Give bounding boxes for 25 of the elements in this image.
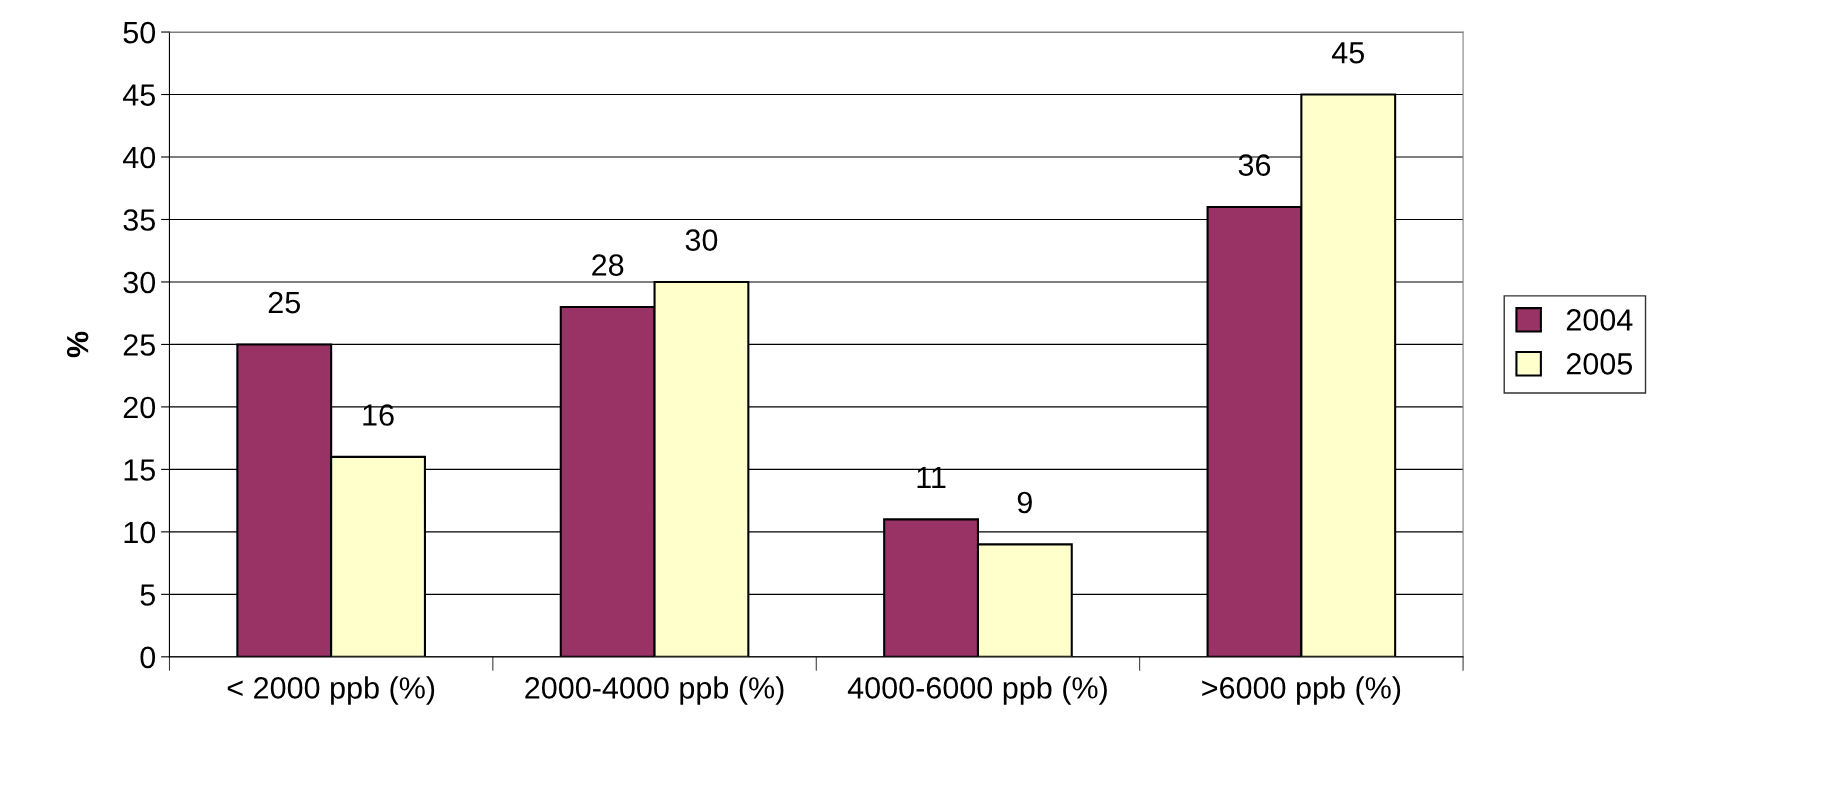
data-label: 9 <box>1017 491 1032 514</box>
x-tick-label: >6000 ppb (%) <box>1202 676 1401 705</box>
y-tick-label: 0 <box>140 646 156 669</box>
y-tick-label: 50 <box>123 21 156 44</box>
legend-label: 2005 <box>1566 353 1633 375</box>
data-label: 16 <box>363 404 394 426</box>
x-tick-label: 2000-4000 ppb (%) <box>525 676 784 705</box>
y-tick-label: 40 <box>122 146 156 169</box>
y-tick-label: 25 <box>123 334 155 356</box>
data-label: 45 <box>1331 42 1364 64</box>
data-label: 28 <box>592 254 624 276</box>
y-tick-label: 35 <box>123 209 155 231</box>
data-label: 30 <box>685 229 718 251</box>
y-tick-label: 45 <box>122 84 155 106</box>
y-tick-label: 20 <box>123 396 156 419</box>
legend-label: 2004 <box>1566 309 1633 331</box>
y-tick-label: 10 <box>124 521 156 544</box>
y-tick-label: 30 <box>123 271 156 294</box>
y-tick-label: 5 <box>140 584 155 606</box>
y-axis-title: % <box>66 331 89 358</box>
y-tick-label: 15 <box>124 459 155 481</box>
data-label: 36 <box>1238 154 1271 176</box>
data-label: 25 <box>268 291 300 314</box>
x-tick-label: < 2000 ppb (%) <box>227 676 435 705</box>
x-tick-label: 4000-6000 ppb (%) <box>847 676 1107 705</box>
